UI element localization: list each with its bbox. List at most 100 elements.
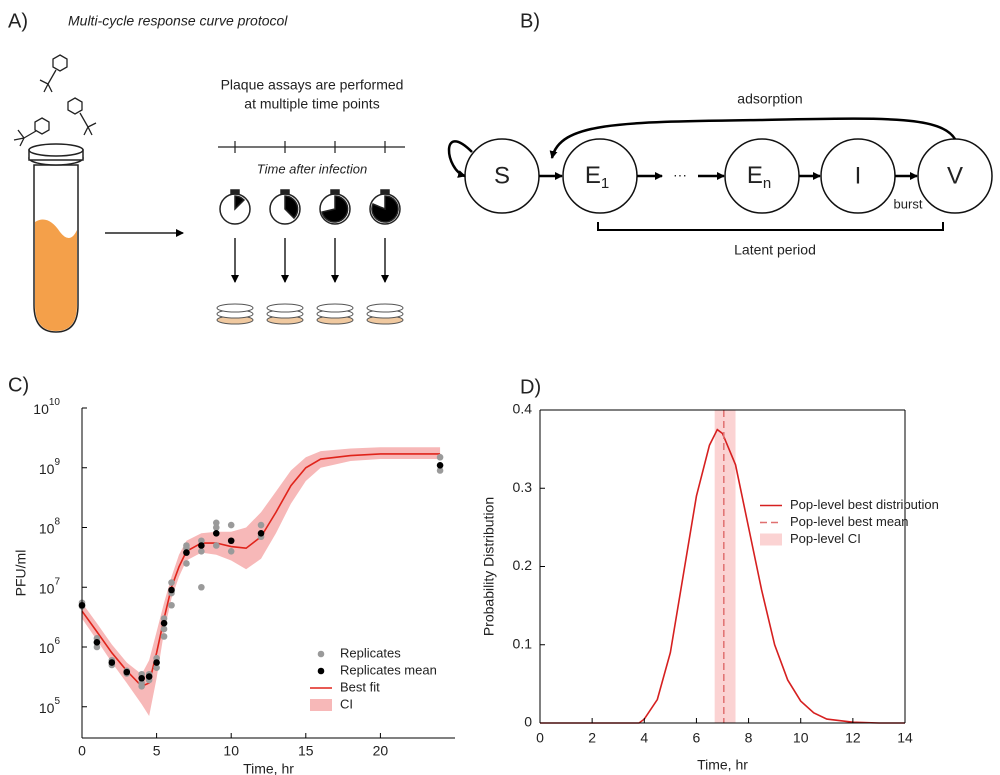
- ci-band: [714, 410, 736, 723]
- legend-symbol: [317, 650, 325, 658]
- node-label: I: [855, 162, 862, 189]
- x-axis-label: Time, hr: [243, 761, 294, 775]
- x-tick-label: 10: [793, 730, 809, 746]
- point: [212, 542, 220, 549]
- point: [183, 560, 190, 567]
- tick-exponent: 5: [54, 695, 60, 706]
- point: [183, 549, 190, 556]
- nodes: [464, 138, 993, 214]
- point: [436, 467, 444, 474]
- y-tick-label: 0: [524, 714, 532, 730]
- tick-base: 10: [39, 640, 55, 656]
- panel-b: B) S E1 En I V ··· adsorption burst Late…: [447, 10, 993, 258]
- legend-label: Best fit: [340, 679, 380, 694]
- x-tick-label: 4: [640, 730, 648, 746]
- y-axis-label: Probability Distribution: [481, 497, 497, 636]
- tick-exponent: 8: [54, 516, 60, 527]
- y-tick-label: 106: [39, 636, 61, 656]
- point: [153, 659, 160, 666]
- y-tick-label: 0.1: [513, 635, 533, 651]
- point: [227, 537, 235, 545]
- legend-symbol: [317, 667, 325, 675]
- point: [198, 537, 205, 545]
- panel-title: Multi-cycle response curve protocol: [68, 13, 288, 29]
- edges: [447, 117, 957, 231]
- panel-label: D): [520, 376, 541, 398]
- point: [212, 524, 220, 531]
- node-label: V: [947, 162, 963, 189]
- point: [138, 674, 145, 682]
- point: [108, 659, 116, 666]
- point: [198, 547, 205, 555]
- x-tick-label: 20: [373, 743, 389, 759]
- down-arrows: [231, 238, 389, 283]
- point: [257, 529, 265, 537]
- point: [160, 633, 168, 640]
- note-line: at multiple time points: [244, 96, 379, 112]
- point: [160, 625, 168, 633]
- point: [168, 579, 175, 586]
- tick-base: 10: [39, 520, 55, 536]
- point: [198, 542, 205, 549]
- ellipsis: ···: [673, 167, 687, 183]
- point: [93, 643, 101, 651]
- point: [212, 529, 220, 537]
- legend-label: Replicates: [340, 645, 401, 660]
- x-tick-label: 2: [588, 730, 596, 746]
- clocks: [219, 189, 401, 225]
- edge-label: adsorption: [737, 91, 802, 107]
- legend-symbol: [760, 533, 782, 546]
- x-tick-label: 15: [298, 743, 314, 759]
- panel-a: A) Multi-cycle response curve protocol P…: [8, 10, 405, 333]
- y-axis-label: PFU/ml: [13, 550, 29, 597]
- plates: [216, 303, 404, 325]
- test-tube: [28, 143, 84, 333]
- legend-symbol: [310, 699, 332, 711]
- phages: [13, 54, 97, 147]
- node-label: S: [494, 162, 510, 189]
- y-tick-label: 0.4: [513, 401, 533, 417]
- point: [160, 615, 168, 622]
- point: [153, 664, 160, 672]
- point: [168, 601, 175, 609]
- legend-label: Pop-level CI: [790, 531, 861, 546]
- tick-exponent: 10: [49, 397, 61, 408]
- x-tick-label: 14: [897, 730, 913, 746]
- point: [257, 521, 265, 529]
- point: [198, 583, 205, 591]
- y-tick-label: 1010: [33, 397, 60, 417]
- point: [93, 638, 101, 646]
- y-tick-label: 105: [39, 695, 61, 715]
- edge-label: burst: [894, 196, 923, 211]
- bracket-label: Latent period: [734, 242, 816, 258]
- tick-base: 10: [39, 580, 55, 596]
- y-tick-label: 0.3: [513, 479, 533, 495]
- point: [227, 521, 235, 529]
- x-axis-label: Time, hr: [697, 757, 748, 773]
- timeline-label: Time after infection: [257, 161, 367, 176]
- y-tick-label: 0.2: [513, 557, 533, 573]
- legend-label: Pop-level best distribution: [790, 497, 939, 512]
- panel-label: B): [520, 10, 540, 32]
- chart: D) 0 2 4 6 8 10 12 14 0 0.1 0.2 0.3 0.4 Time, hr Probab…: [481, 376, 939, 772]
- x-tick-label: 6: [693, 730, 701, 746]
- note-line: Plaque assays are performed: [221, 77, 404, 93]
- x-tick-label: 0: [78, 743, 86, 759]
- point: [168, 586, 175, 594]
- point: [123, 668, 131, 676]
- point: [160, 619, 168, 627]
- panel-label: C): [8, 374, 29, 396]
- legend-label: Replicates mean: [340, 662, 437, 677]
- legend-label: CI: [340, 696, 353, 711]
- point: [227, 547, 235, 555]
- point: [145, 673, 153, 680]
- point: [212, 519, 220, 527]
- tick-base: 10: [33, 401, 49, 417]
- tick-base: 10: [39, 460, 55, 476]
- point: [436, 461, 444, 469]
- x-tick-label: 0: [536, 730, 544, 746]
- timeline: [218, 141, 405, 153]
- node-label: E1: [585, 162, 609, 192]
- node-label: En: [747, 162, 771, 192]
